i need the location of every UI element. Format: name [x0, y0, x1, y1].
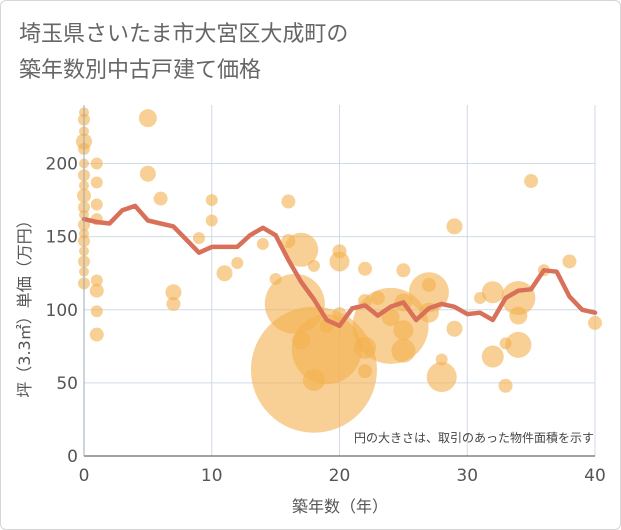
- bubble-point: [90, 198, 103, 211]
- bubble-point: [284, 232, 319, 267]
- bubble-point: [505, 331, 532, 358]
- bubble-point: [165, 284, 182, 301]
- x-tick-label: 10: [201, 466, 223, 486]
- bubble-point: [393, 320, 414, 341]
- bubble-point: [446, 218, 463, 235]
- y-tick-label: 100: [46, 301, 78, 321]
- bubble-point: [291, 314, 362, 385]
- bubble-point: [138, 109, 157, 128]
- bubble-point: [358, 261, 373, 276]
- y-tick-label: 0: [67, 447, 78, 467]
- axes: 0 10 20 30 40 0 50 100 150 200: [46, 105, 606, 486]
- bubble-point: [524, 174, 539, 189]
- bubble-point: [498, 378, 513, 393]
- bubble-point: [391, 338, 416, 363]
- y-axis-label: 坪（3.3㎡）単価（万円）: [15, 212, 34, 397]
- bubble-point: [90, 305, 103, 318]
- bubble-point: [89, 283, 104, 298]
- bubble-point: [358, 364, 373, 379]
- bubble-point: [562, 254, 577, 269]
- bubble-point: [481, 345, 504, 368]
- average-price-line: [81, 203, 598, 329]
- y-tick-label: 150: [46, 228, 78, 248]
- x-tick-label: 20: [329, 466, 351, 486]
- bubble-point: [153, 191, 168, 206]
- x-axis-label: 築年数（年）: [292, 497, 388, 516]
- bubble-point: [446, 320, 463, 337]
- bubble-point: [139, 165, 156, 182]
- trend-line-series: [81, 203, 598, 329]
- bubble-point: [509, 306, 528, 325]
- chart-title-line-1: 埼玉県さいたま市大宮区大成町の: [19, 22, 349, 47]
- bubble-point: [192, 232, 205, 245]
- x-tick-label: 0: [79, 466, 90, 486]
- bubble-point: [426, 362, 457, 393]
- bubble-point: [166, 296, 181, 311]
- bubble-point: [90, 157, 103, 170]
- x-tick-label: 30: [456, 466, 478, 486]
- bubble-point: [396, 263, 411, 278]
- y-tick-label: 50: [56, 374, 78, 394]
- bubble-size-note: 円の大きさは、取引のあった物件面積を示す: [354, 430, 594, 445]
- bubble-point: [307, 259, 320, 272]
- bubble-point: [205, 194, 218, 207]
- bubble-point: [90, 176, 103, 189]
- chart-title-line-2: 築年数別中古戸建て価格: [19, 58, 262, 83]
- bubble-point: [231, 256, 244, 269]
- bubble-point: [256, 237, 269, 250]
- bubble-point: [89, 327, 104, 342]
- bubble-point: [216, 265, 233, 282]
- bubble-point: [481, 281, 504, 304]
- bubble-point: [408, 272, 449, 313]
- bubble-point: [588, 315, 602, 330]
- bubble-point: [205, 214, 218, 227]
- y-tick-label: 200: [46, 155, 78, 175]
- x-tick-label: 40: [584, 466, 606, 486]
- bubble-series: [76, 107, 602, 433]
- bubble-point: [90, 274, 103, 287]
- bubble-point: [281, 194, 296, 209]
- chart-title: 埼玉県さいたま市大宮区大成町の 築年数別中古戸建て価格: [19, 17, 348, 89]
- bubble-point: [329, 251, 350, 272]
